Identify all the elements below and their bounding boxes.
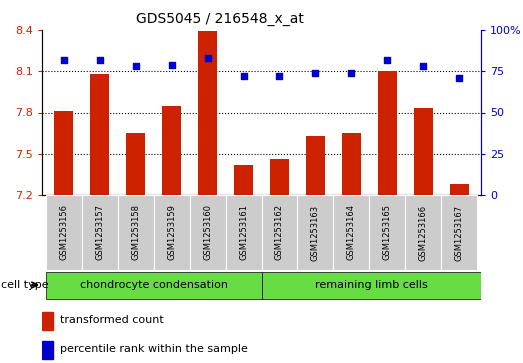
Text: GSM1253164: GSM1253164 <box>347 204 356 261</box>
Point <box>95 57 104 62</box>
Text: chondrocyte condensation: chondrocyte condensation <box>79 280 228 290</box>
Point <box>203 55 212 61</box>
Text: percentile rank within the sample: percentile rank within the sample <box>61 344 248 354</box>
Point <box>60 57 68 62</box>
Text: GSM1253166: GSM1253166 <box>419 204 428 261</box>
Bar <box>54 111 74 195</box>
Bar <box>225 195 262 270</box>
Bar <box>154 195 189 270</box>
Bar <box>269 159 289 195</box>
Text: remaining limb cells: remaining limb cells <box>315 280 428 290</box>
Bar <box>342 133 361 195</box>
Bar <box>262 195 298 270</box>
Point <box>347 70 356 76</box>
Bar <box>189 195 225 270</box>
Text: GSM1253167: GSM1253167 <box>455 204 464 261</box>
Text: GSM1253162: GSM1253162 <box>275 204 284 261</box>
Text: GSM1253157: GSM1253157 <box>95 204 104 261</box>
Bar <box>378 71 397 195</box>
Point <box>383 57 392 62</box>
Bar <box>46 272 262 298</box>
Bar <box>441 195 477 270</box>
Bar <box>126 133 145 195</box>
Bar <box>405 195 441 270</box>
Text: GSM1253161: GSM1253161 <box>239 204 248 261</box>
Bar <box>334 195 369 270</box>
Point <box>311 70 320 76</box>
Text: cell type: cell type <box>1 280 49 290</box>
Bar <box>449 184 469 195</box>
Bar <box>162 106 181 195</box>
Point <box>275 73 283 79</box>
Text: GSM1253163: GSM1253163 <box>311 204 320 261</box>
Bar <box>42 341 53 359</box>
Bar <box>414 109 434 195</box>
Point <box>131 64 140 69</box>
Point <box>419 64 428 69</box>
Bar <box>369 195 405 270</box>
Point <box>240 73 248 79</box>
Bar <box>42 312 53 330</box>
Bar <box>305 136 325 195</box>
Text: GSM1253156: GSM1253156 <box>59 204 68 261</box>
Bar <box>118 195 154 270</box>
Bar <box>298 195 334 270</box>
Point <box>167 62 176 68</box>
Text: transformed count: transformed count <box>61 315 164 325</box>
Text: GSM1253160: GSM1253160 <box>203 204 212 261</box>
Bar <box>262 272 481 298</box>
Bar <box>46 195 82 270</box>
Text: GDS5045 / 216548_x_at: GDS5045 / 216548_x_at <box>136 12 303 26</box>
Text: GSM1253165: GSM1253165 <box>383 204 392 261</box>
Bar <box>234 165 254 195</box>
Bar <box>198 31 218 195</box>
Bar <box>82 195 118 270</box>
Text: GSM1253159: GSM1253159 <box>167 205 176 260</box>
Bar <box>89 74 109 195</box>
Point <box>455 75 463 81</box>
Text: GSM1253158: GSM1253158 <box>131 204 140 261</box>
